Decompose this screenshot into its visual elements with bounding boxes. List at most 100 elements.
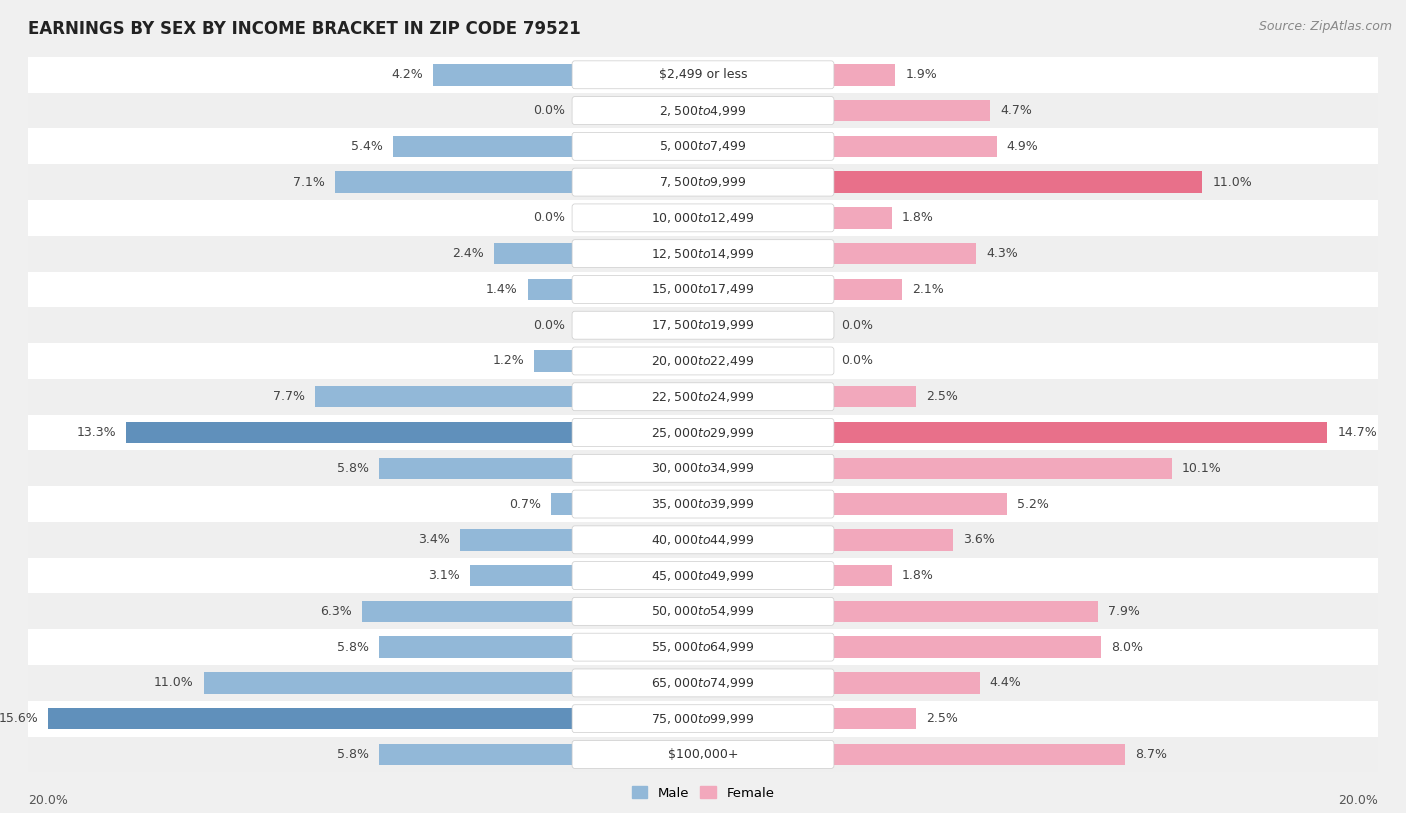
Text: 0.0%: 0.0% bbox=[533, 211, 565, 224]
Bar bbox=[28, 558, 1378, 593]
Text: 5.8%: 5.8% bbox=[337, 748, 368, 761]
Text: 7.1%: 7.1% bbox=[294, 176, 325, 189]
Text: $10,000 to $12,499: $10,000 to $12,499 bbox=[651, 211, 755, 225]
Text: 3.1%: 3.1% bbox=[429, 569, 460, 582]
Bar bbox=[494, 243, 575, 264]
Text: 0.0%: 0.0% bbox=[841, 354, 873, 367]
Bar bbox=[831, 565, 891, 586]
Text: 1.8%: 1.8% bbox=[903, 569, 934, 582]
Bar bbox=[831, 172, 1202, 193]
Text: 7.7%: 7.7% bbox=[273, 390, 305, 403]
Bar bbox=[28, 379, 1378, 415]
Text: 10.1%: 10.1% bbox=[1182, 462, 1222, 475]
Bar bbox=[28, 415, 1378, 450]
Bar bbox=[28, 164, 1378, 200]
Text: $40,000 to $44,999: $40,000 to $44,999 bbox=[651, 533, 755, 547]
FancyBboxPatch shape bbox=[572, 97, 834, 124]
Bar bbox=[831, 493, 1007, 515]
Text: Source: ZipAtlas.com: Source: ZipAtlas.com bbox=[1258, 20, 1392, 33]
Text: $65,000 to $74,999: $65,000 to $74,999 bbox=[651, 676, 755, 690]
Text: 5.8%: 5.8% bbox=[337, 641, 368, 654]
FancyBboxPatch shape bbox=[572, 526, 834, 554]
FancyBboxPatch shape bbox=[572, 669, 834, 697]
Bar bbox=[831, 637, 1101, 658]
FancyBboxPatch shape bbox=[572, 133, 834, 160]
Text: $7,500 to $9,999: $7,500 to $9,999 bbox=[659, 175, 747, 189]
FancyBboxPatch shape bbox=[572, 490, 834, 518]
Text: 20.0%: 20.0% bbox=[1339, 793, 1378, 806]
Bar bbox=[380, 458, 575, 479]
Bar bbox=[28, 57, 1378, 93]
Bar bbox=[831, 386, 915, 407]
Bar bbox=[831, 529, 953, 550]
FancyBboxPatch shape bbox=[572, 276, 834, 303]
Bar bbox=[831, 243, 976, 264]
Text: $75,000 to $99,999: $75,000 to $99,999 bbox=[651, 711, 755, 726]
Text: 3.4%: 3.4% bbox=[418, 533, 450, 546]
Text: $25,000 to $29,999: $25,000 to $29,999 bbox=[651, 425, 755, 440]
Bar bbox=[28, 522, 1378, 558]
Bar bbox=[831, 708, 915, 729]
Text: 4.4%: 4.4% bbox=[990, 676, 1022, 689]
Text: $100,000+: $100,000+ bbox=[668, 748, 738, 761]
Text: 2.5%: 2.5% bbox=[925, 390, 957, 403]
Bar bbox=[335, 172, 575, 193]
Text: 8.7%: 8.7% bbox=[1135, 748, 1167, 761]
Bar bbox=[831, 672, 980, 693]
Bar bbox=[831, 601, 1098, 622]
Text: 1.2%: 1.2% bbox=[492, 354, 524, 367]
Bar bbox=[363, 601, 575, 622]
FancyBboxPatch shape bbox=[572, 705, 834, 733]
Text: $12,500 to $14,999: $12,500 to $14,999 bbox=[651, 246, 755, 261]
Bar bbox=[831, 422, 1327, 443]
Text: 11.0%: 11.0% bbox=[1212, 176, 1253, 189]
Text: $2,500 to $4,999: $2,500 to $4,999 bbox=[659, 103, 747, 118]
Text: $5,000 to $7,499: $5,000 to $7,499 bbox=[659, 139, 747, 154]
Bar bbox=[433, 64, 575, 85]
Bar bbox=[28, 701, 1378, 737]
Bar bbox=[831, 207, 891, 228]
Bar bbox=[551, 493, 575, 515]
Text: 4.9%: 4.9% bbox=[1007, 140, 1039, 153]
FancyBboxPatch shape bbox=[572, 598, 834, 625]
Text: 5.2%: 5.2% bbox=[1017, 498, 1049, 511]
Text: 1.9%: 1.9% bbox=[905, 68, 938, 81]
Bar bbox=[460, 529, 575, 550]
Legend: Male, Female: Male, Female bbox=[626, 781, 780, 805]
Text: 3.6%: 3.6% bbox=[963, 533, 994, 546]
FancyBboxPatch shape bbox=[572, 562, 834, 589]
FancyBboxPatch shape bbox=[572, 454, 834, 482]
Text: 4.7%: 4.7% bbox=[1000, 104, 1032, 117]
Bar bbox=[831, 458, 1173, 479]
Bar bbox=[28, 629, 1378, 665]
Text: 2.5%: 2.5% bbox=[925, 712, 957, 725]
Bar bbox=[831, 100, 990, 121]
Text: $55,000 to $64,999: $55,000 to $64,999 bbox=[651, 640, 755, 654]
Bar bbox=[48, 708, 575, 729]
Bar bbox=[127, 422, 575, 443]
Bar bbox=[527, 279, 575, 300]
FancyBboxPatch shape bbox=[572, 61, 834, 89]
Bar bbox=[831, 64, 896, 85]
Bar bbox=[204, 672, 575, 693]
Text: 6.3%: 6.3% bbox=[321, 605, 352, 618]
Bar bbox=[380, 744, 575, 765]
FancyBboxPatch shape bbox=[572, 240, 834, 267]
Bar bbox=[534, 350, 575, 372]
FancyBboxPatch shape bbox=[572, 633, 834, 661]
Bar bbox=[28, 593, 1378, 629]
Text: $22,500 to $24,999: $22,500 to $24,999 bbox=[651, 389, 755, 404]
Text: 11.0%: 11.0% bbox=[153, 676, 194, 689]
Text: 5.8%: 5.8% bbox=[337, 462, 368, 475]
Text: 20.0%: 20.0% bbox=[28, 793, 67, 806]
Text: 4.2%: 4.2% bbox=[391, 68, 423, 81]
Bar bbox=[28, 93, 1378, 128]
Bar bbox=[28, 450, 1378, 486]
Bar bbox=[28, 236, 1378, 272]
Text: 7.9%: 7.9% bbox=[1108, 605, 1140, 618]
Bar bbox=[392, 136, 575, 157]
FancyBboxPatch shape bbox=[572, 168, 834, 196]
FancyBboxPatch shape bbox=[572, 204, 834, 232]
Bar bbox=[380, 637, 575, 658]
Text: 1.8%: 1.8% bbox=[903, 211, 934, 224]
